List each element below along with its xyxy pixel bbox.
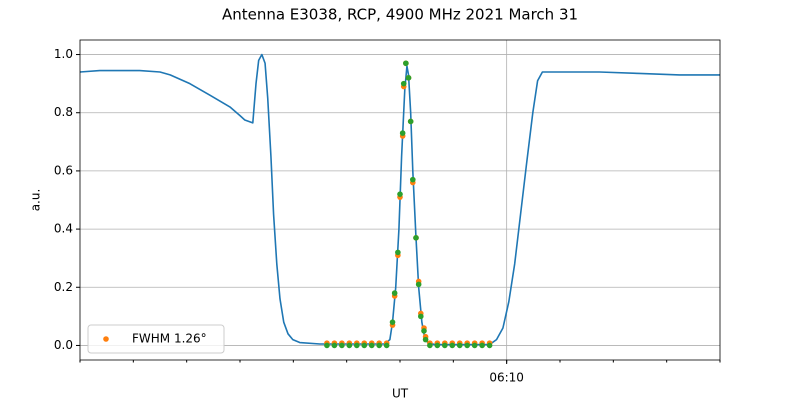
- data-line: [79, 53, 720, 346]
- scatter-point: [391, 290, 398, 296]
- scatter-point: [418, 313, 424, 320]
- scatter-point: [324, 342, 330, 349]
- y-tick-label: 1.0: [54, 47, 73, 61]
- x-tick-label: 06:10: [489, 371, 524, 385]
- scatter-point: [442, 342, 448, 349]
- scatter-point: [405, 75, 412, 81]
- scatter-point: [399, 130, 406, 136]
- x-axis-label: UT: [392, 387, 409, 400]
- scatter-point: [422, 336, 429, 343]
- scatter-point: [354, 342, 360, 349]
- scatter-point: [456, 342, 463, 349]
- scatter-point: [479, 342, 485, 349]
- axes-frame: [79, 39, 721, 361]
- y-tick-label: 0.0: [54, 338, 73, 352]
- chart-title: Antenna E3038, RCP, 4900 MHz 2021 March …: [222, 6, 578, 24]
- y-tick-label: 0.6: [54, 163, 73, 177]
- y-axis-label: a.u.: [29, 189, 43, 212]
- scatter-point: [397, 191, 403, 197]
- legend-marker: [103, 336, 109, 342]
- scatter-point: [407, 118, 414, 125]
- legend-box: [87, 324, 225, 354]
- scatter-point: [389, 319, 396, 325]
- scatter-point: [400, 80, 407, 87]
- legend: FWHM 1.26°: [87, 324, 225, 354]
- scatter-point: [413, 235, 419, 241]
- scatter-point: [427, 342, 433, 349]
- y-tick-label: 0.8: [54, 105, 73, 119]
- scatter-point: [346, 342, 353, 349]
- scatter-point: [368, 342, 375, 349]
- legend-label: FWHM 1.26°: [132, 332, 207, 346]
- scatter-point: [383, 342, 390, 349]
- scatter-point: [415, 281, 422, 288]
- scatter-point: [339, 342, 345, 349]
- y-tick-label: 0.2: [54, 280, 73, 294]
- scatter-point: [471, 342, 478, 349]
- y-tick-label: 0.4: [54, 222, 73, 236]
- scatter-point: [464, 342, 471, 349]
- scatter-point: [449, 342, 456, 349]
- scatter-point: [395, 249, 401, 256]
- scatter-point: [434, 342, 441, 349]
- scatter-point: [403, 60, 409, 67]
- scatter-point: [410, 176, 416, 183]
- scatter-point: [361, 342, 368, 349]
- scatter-point: [376, 342, 383, 349]
- scatter-point: [331, 342, 338, 349]
- scatter-point: [486, 342, 493, 349]
- scatter-point: [421, 328, 427, 334]
